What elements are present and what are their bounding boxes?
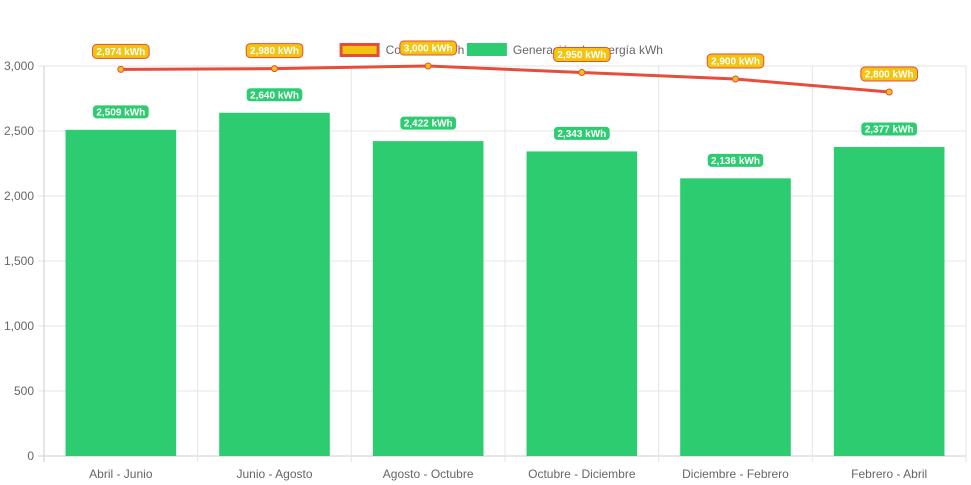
data-label-box xyxy=(245,43,304,59)
line-data-label: 2,980 kWh xyxy=(245,43,304,59)
line-data-label: 3,000 kWh xyxy=(399,40,457,56)
bar xyxy=(372,141,484,456)
data-label-box xyxy=(245,87,304,103)
consumption-line xyxy=(120,64,890,94)
data-label-text: 2,900 kWh xyxy=(711,57,760,68)
data-label-text: 2,950 kWh xyxy=(557,50,606,61)
line-point xyxy=(885,88,893,96)
bar-data-label: 2,136 kWh xyxy=(706,152,765,168)
data-label-text: 2,640 kWh xyxy=(250,90,299,101)
bar-series xyxy=(65,112,945,457)
bar-data-label: 2,343 kWh xyxy=(553,125,611,141)
data-label-text: 2,974 kWh xyxy=(96,47,145,58)
grid-lines xyxy=(38,65,967,462)
line-data-label: 2,900 kWh xyxy=(706,53,765,69)
data-label-text: 2,800 kWh xyxy=(865,70,914,81)
bar xyxy=(680,178,791,456)
data-label-box xyxy=(92,43,150,59)
x-tick-label: Junio - Agosto xyxy=(236,467,312,481)
data-label-text: 3,000 kWh xyxy=(404,44,453,55)
x-axis: Abril - Junio Junio - Agosto Agosto - Octu… xyxy=(89,467,927,481)
data-label-box xyxy=(706,152,765,168)
y-tick-label: 2,500 xyxy=(4,124,34,138)
y-tick-label: 0 xyxy=(27,449,34,463)
line-point xyxy=(578,69,586,76)
x-tick-label: Octubre - Diciembre xyxy=(528,467,636,481)
data-label-box xyxy=(553,125,611,141)
y-tick-label: 2,000 xyxy=(4,189,34,203)
line-data-label: 2,950 kWh xyxy=(553,47,611,62)
bar-data-label: 2,640 kWh xyxy=(245,87,304,103)
bar xyxy=(65,129,177,456)
line-point xyxy=(732,75,739,83)
bar xyxy=(526,151,638,456)
legend: Consumo kWhGeneración de energía kWh xyxy=(339,43,663,57)
bar-data-label: 2,377 kWh xyxy=(860,121,918,137)
data-label-text: 2,509 kWh xyxy=(96,107,145,118)
x-tick-label: Diciembre - Febrero xyxy=(682,467,789,481)
bar xyxy=(219,112,330,457)
legend-swatch xyxy=(339,43,380,57)
legend-swatch xyxy=(466,43,507,56)
data-label-box xyxy=(399,115,457,131)
data-label-text: 2,422 kWh xyxy=(404,119,453,130)
line-data-label: 2,974 kWh xyxy=(92,43,150,59)
data-label-text: 2,377 kWh xyxy=(865,124,914,135)
data-label-box xyxy=(706,53,765,69)
x-tick-label: Abril - Junio xyxy=(89,467,153,481)
data-labels: 2,509 kWh 2,640 kWh 2,422 kWh 2,343 kWh 2,13… xyxy=(92,40,918,168)
y-tick-label: 500 xyxy=(14,384,34,398)
line-point xyxy=(271,65,278,73)
data-label-box xyxy=(553,47,611,62)
y-tick-label: 3,000 xyxy=(4,59,34,73)
bar xyxy=(833,146,945,457)
data-label-box xyxy=(860,66,918,82)
line-series xyxy=(117,62,893,96)
x-tick-label: Febrero - Abril xyxy=(851,467,927,481)
data-label-box xyxy=(399,40,457,56)
data-label-text: 2,980 kWh xyxy=(250,46,299,57)
line-point xyxy=(117,65,125,73)
line-data-label: 2,800 kWh xyxy=(860,66,918,82)
y-axis: 0 500 1,000 1,500 2,000 2,500 3,000 xyxy=(4,59,34,463)
data-label-text: 2,136 kWh xyxy=(711,156,760,167)
y-tick-label: 1,000 xyxy=(4,319,34,333)
bar-data-label: 2,509 kWh xyxy=(92,104,150,120)
bar-data-label: 2,422 kWh xyxy=(399,115,457,131)
data-label-box xyxy=(92,104,150,120)
y-tick-label: 1,500 xyxy=(4,254,34,268)
data-label-box xyxy=(860,121,918,137)
data-label-text: 2,343 kWh xyxy=(557,129,606,140)
x-tick-label: Agosto - Octubre xyxy=(383,467,474,481)
line-point xyxy=(424,62,432,70)
